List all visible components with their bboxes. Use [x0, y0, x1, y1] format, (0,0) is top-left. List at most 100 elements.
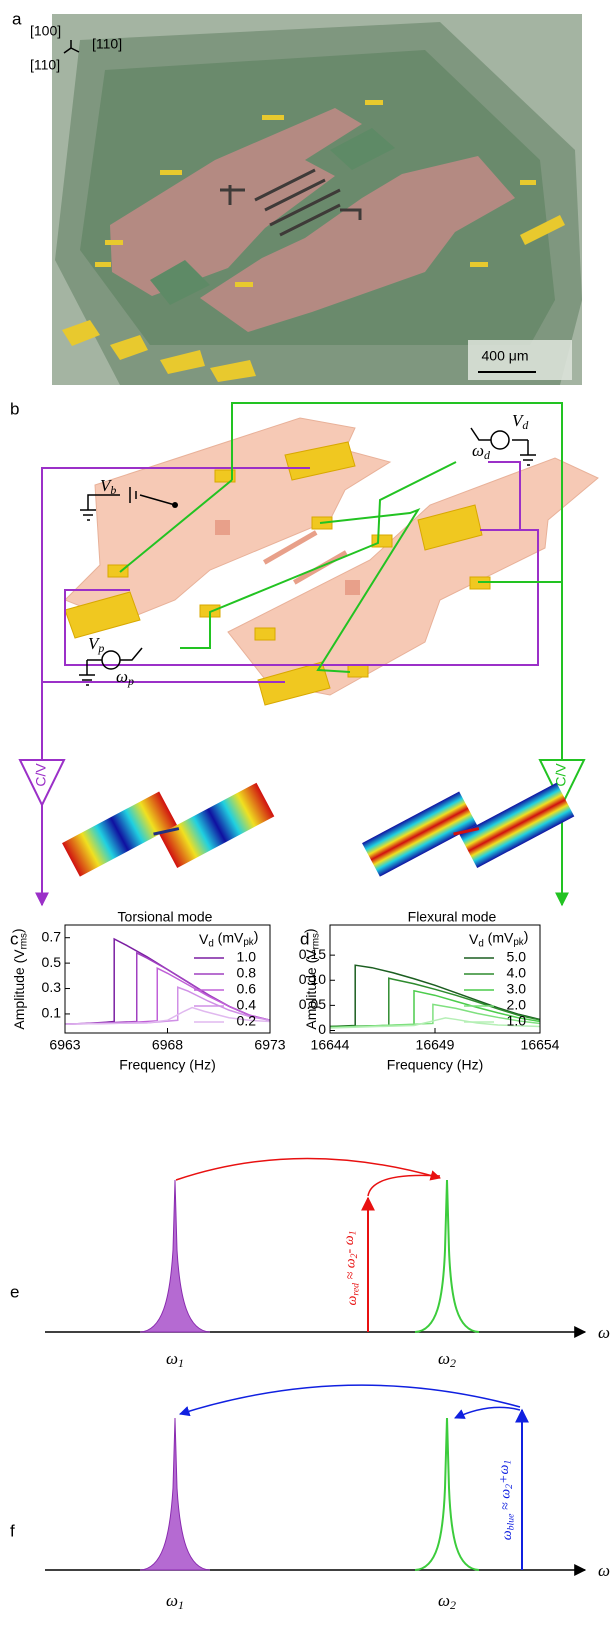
x-tick-label: 16644: [311, 1037, 350, 1053]
amplifier-label: C/V: [553, 763, 569, 787]
legend-label: 1.0: [237, 949, 257, 965]
text-part: pk: [513, 937, 523, 948]
panel-label: a: [12, 9, 22, 28]
mode-label: Torsional mode: [118, 909, 213, 925]
x-axis-label: Frequency (Hz): [387, 1057, 483, 1073]
pump-label: ωblue ≈ ω2+ω1: [497, 1460, 516, 1541]
text-part: blue: [506, 1513, 517, 1531]
peak: [415, 1418, 479, 1570]
text-part: +ω: [497, 1465, 512, 1484]
legend-label: 0.6: [237, 981, 257, 997]
source-label: Vp: [88, 634, 104, 655]
axis-label: ω: [598, 1323, 610, 1342]
legend-label: 3.0: [507, 981, 527, 997]
x-tick-label: 6973: [254, 1037, 285, 1053]
text-part: ω: [345, 1296, 360, 1306]
text-part: 2: [450, 1598, 456, 1612]
text-part: b: [110, 483, 116, 497]
legend-label: 5.0: [507, 949, 527, 965]
scale-label: 400 μm: [482, 348, 529, 364]
legend-title: Vd (mVpk): [469, 928, 528, 949]
panel-e: e ω ω1 ω2 ωred ≈ ω2- ω1: [10, 1158, 610, 1369]
text-part: 1: [503, 1460, 514, 1465]
text-part: pk: [243, 937, 253, 948]
text-part: ω: [438, 1349, 450, 1368]
y-tick-label: 0: [318, 1021, 326, 1037]
mode-shape-torsional: [62, 749, 274, 910]
peak: [140, 1418, 210, 1570]
panel-label: b: [10, 399, 19, 418]
transfer-arrow: [180, 1385, 520, 1414]
text-part: ω: [166, 1349, 178, 1368]
panel-label: c: [10, 929, 19, 948]
legend-label: 0.4: [237, 997, 257, 1013]
x-tick-label: 6968: [152, 1037, 183, 1053]
text-part: rms: [18, 933, 29, 949]
text-part: red: [351, 1283, 362, 1296]
panel-label: e: [10, 1282, 19, 1301]
y-tick-label: 0.1: [42, 1005, 62, 1021]
text-part: 1: [178, 1598, 184, 1612]
text-part: ω: [472, 441, 484, 460]
text-part: (mV: [484, 929, 514, 945]
transfer-arrow: [368, 1175, 440, 1196]
mode-label: Flexural mode: [408, 909, 497, 925]
peak-label: ω2: [438, 1349, 456, 1370]
page: {"figure": { "a": {"label": "a", "axes":…: [0, 0, 616, 1640]
axis-label: [110]: [92, 36, 122, 52]
peak-label: ω1: [166, 1591, 184, 1612]
text-part: ≈ ω: [499, 1489, 514, 1514]
text-part: 1: [178, 1356, 184, 1370]
text-part: (mV: [214, 929, 244, 945]
panel-b: b C/V C/V: [10, 399, 598, 924]
text-part: ): [254, 928, 259, 944]
amplifier-label: C/V: [33, 763, 49, 787]
text-part: p: [127, 674, 134, 688]
x-tick-label: 16649: [416, 1037, 455, 1053]
legend-label: 0.2: [237, 1013, 257, 1029]
text-part: rms: [310, 933, 321, 949]
text-part: ω: [116, 667, 128, 686]
text-part: ω: [500, 1530, 515, 1540]
text-part: - ω: [342, 1235, 357, 1253]
source-label: Vd: [512, 411, 528, 432]
x-axis-label: Frequency (Hz): [119, 1057, 215, 1073]
text-part: ω: [438, 1591, 450, 1610]
peak-label: ω2: [438, 1591, 456, 1612]
panel-label: f: [10, 1521, 15, 1540]
text-part: ≈ ω: [344, 1258, 359, 1283]
legend-label: 4.0: [507, 965, 527, 981]
peak: [140, 1180, 210, 1332]
text-part: p: [97, 641, 104, 655]
legend-label: 1.0: [507, 1013, 527, 1029]
x-tick-label: 6963: [49, 1037, 80, 1053]
x-tick-label: 16654: [521, 1037, 560, 1053]
source-label: ωd: [472, 441, 490, 462]
y-tick-label: 0.7: [42, 928, 62, 944]
transfer-arrow: [455, 1407, 520, 1418]
node: [172, 502, 178, 508]
peak-label: ω1: [166, 1349, 184, 1370]
panel-a: a [100] [110] [110] 400 μm: [12, 9, 582, 385]
text-part: ): [524, 928, 529, 944]
peak: [415, 1180, 479, 1332]
text-part: Amplitude (V: [303, 949, 319, 1030]
mode-shape-flexural: [362, 749, 574, 910]
text-part: 2: [450, 1356, 456, 1370]
figure: a [100] [110] [110] 400 μm b C/V C/V: [0, 0, 616, 1635]
text-part: Amplitude (V: [11, 949, 27, 1030]
text-part: ω: [166, 1591, 178, 1610]
panel-f: f ω ω1 ω2 ωblue ≈ ω2+ω1: [10, 1385, 610, 1612]
y-tick-label: 0.5: [42, 954, 62, 970]
panel-label: d: [300, 929, 309, 948]
pump-label: ωred ≈ ω2- ω1: [342, 1230, 361, 1305]
text-part: d: [522, 418, 528, 432]
legend-label: 0.8: [237, 965, 257, 981]
axis-label: ω: [598, 1561, 610, 1580]
source-label: ωp: [116, 667, 134, 688]
legend-label: 2.0: [507, 997, 527, 1013]
legend-title: Vd (mVpk): [199, 928, 258, 949]
axis-label: [100]: [30, 23, 61, 39]
axis-label: [110]: [30, 57, 60, 73]
text-part: d: [484, 448, 490, 462]
